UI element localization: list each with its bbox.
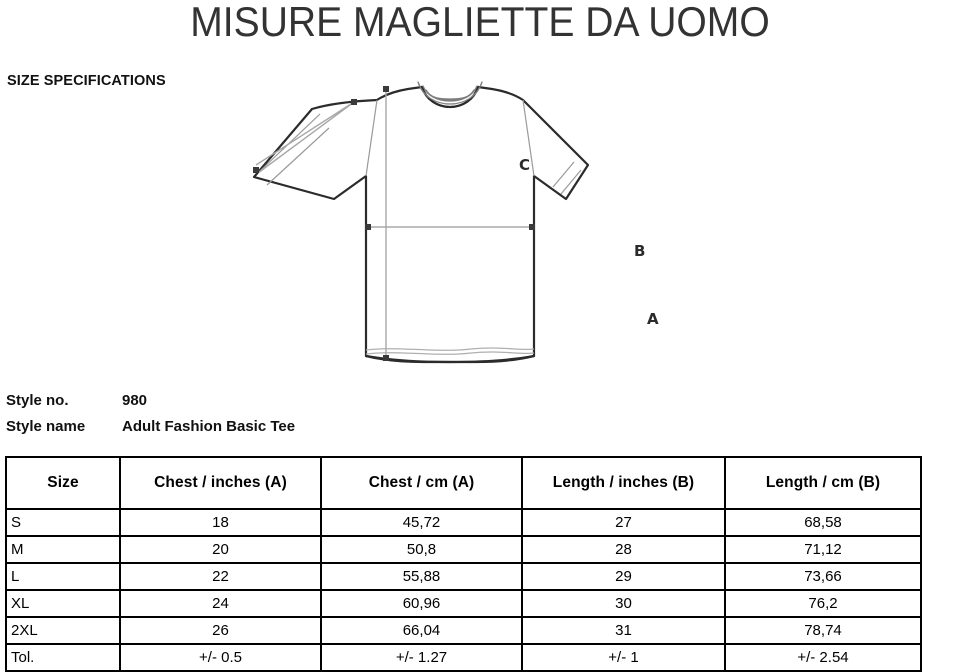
cell-size: Tol.	[5, 643, 121, 672]
cell-length-inches: +/- 1	[521, 643, 726, 672]
cell-size: M	[5, 535, 121, 564]
style-number-value: 980	[122, 392, 148, 409]
column-header-length-cm: Length / cm (B)	[724, 456, 922, 510]
measure-endpoint-b-bottom	[383, 355, 389, 361]
cell-length-cm: 76,2	[724, 589, 922, 618]
cell-size: L	[5, 562, 121, 591]
cell-length-inches: 30	[521, 589, 726, 618]
measure-endpoint-c-bottom	[253, 167, 259, 173]
cell-chest-cm: 60,96	[320, 589, 523, 618]
diagram-label-a: A	[647, 310, 659, 328]
measure-endpoint-a-left	[365, 224, 371, 230]
style-number-row: Style no. 980	[0, 392, 500, 412]
column-header-length-in: Length / inches (B)	[521, 456, 726, 510]
cell-size: 2XL	[5, 616, 121, 645]
style-number-label: Style no.	[6, 392, 69, 409]
measure-endpoint-b-top	[383, 86, 389, 92]
cell-length-cm: 71,12	[724, 535, 922, 564]
style-name-row: Style name Adult Fashion Basic Tee	[0, 418, 500, 438]
cell-chest-inches: 18	[119, 508, 322, 537]
cell-length-inches: 29	[521, 562, 726, 591]
cell-length-cm: 68,58	[724, 508, 922, 537]
cell-chest-inches: 22	[119, 562, 322, 591]
table-header-row: Size Chest / inches (A) Chest / cm (A) L…	[5, 456, 922, 510]
cell-chest-inches: 24	[119, 589, 322, 618]
cell-chest-cm: 45,72	[320, 508, 523, 537]
table-row: 2XL 26 66,04 31 78,74	[5, 616, 922, 645]
cell-length-cm: 78,74	[724, 616, 922, 645]
page-title: MISURE MAGLIETTE DA UOMO	[190, 0, 770, 45]
style-name-label: Style name	[6, 418, 86, 435]
table-row: M 20 50,8 28 71,12	[5, 535, 922, 564]
table-row: L 22 55,88 29 73,66	[5, 562, 922, 591]
table-row-tolerance: Tol. +/- 0.5 +/- 1.27 +/- 1 +/- 2.54	[5, 643, 922, 672]
diagram-label-c: C	[519, 156, 531, 174]
measure-endpoint-a-right	[529, 224, 535, 230]
cell-length-inches: 28	[521, 535, 726, 564]
column-header-chest-in: Chest / inches (A)	[119, 456, 322, 510]
cell-length-cm: +/- 2.54	[724, 643, 922, 672]
column-header-size: Size	[5, 456, 121, 510]
size-specifications-label: SIZE SPECIFICATIONS	[7, 73, 166, 89]
cell-chest-cm: 66,04	[320, 616, 523, 645]
size-chart-table: Size Chest / inches (A) Chest / cm (A) L…	[5, 456, 922, 672]
diagram-label-b: B	[634, 242, 646, 260]
cell-size: XL	[5, 589, 121, 618]
tshirt-technical-drawing: C B A	[236, 72, 659, 377]
style-name-value: Adult Fashion Basic Tee	[122, 418, 296, 435]
cell-length-cm: 73,66	[724, 562, 922, 591]
table-row: XL 24 60,96 30 76,2	[5, 589, 922, 618]
cell-size: S	[5, 508, 121, 537]
measure-endpoint-c-top	[351, 99, 357, 105]
cell-length-inches: 27	[521, 508, 726, 537]
cell-chest-cm: 55,88	[320, 562, 523, 591]
cell-chest-inches: 20	[119, 535, 322, 564]
cell-length-inches: 31	[521, 616, 726, 645]
cell-chest-inches: 26	[119, 616, 322, 645]
cell-chest-inches: +/- 0.5	[119, 643, 322, 672]
cell-chest-cm: 50,8	[320, 535, 523, 564]
tshirt-illustration-icon	[252, 81, 590, 364]
cell-chest-cm: +/- 1.27	[320, 643, 523, 672]
column-header-chest-cm: Chest / cm (A)	[320, 456, 523, 510]
table-row: S 18 45,72 27 68,58	[5, 508, 922, 537]
